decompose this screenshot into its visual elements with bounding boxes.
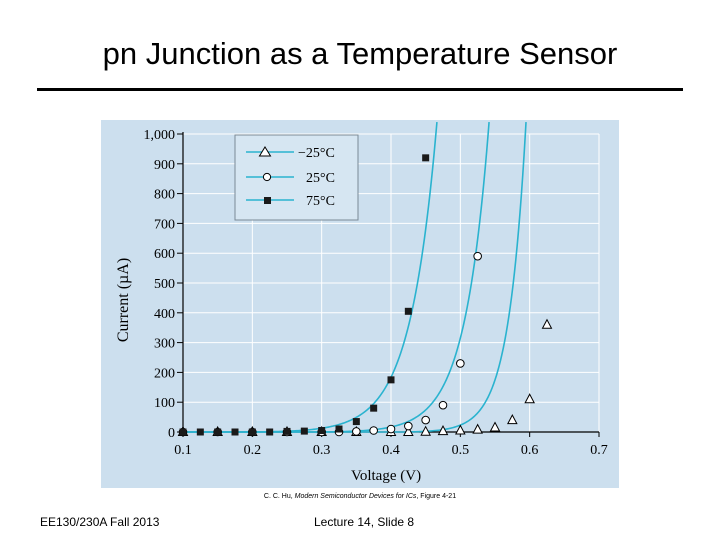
marker-layer bbox=[177, 154, 553, 437]
data-point-triangle bbox=[507, 414, 518, 425]
legend-circle-icon bbox=[262, 172, 272, 182]
data-point-square bbox=[283, 427, 291, 435]
data-point-square bbox=[335, 425, 343, 433]
data-point-triangle bbox=[403, 425, 414, 436]
data-point-square bbox=[422, 154, 430, 162]
legend-entry-minus25: −25°C bbox=[246, 146, 335, 161]
slide-number-footer: Lecture 14, Slide 8 bbox=[314, 515, 415, 529]
data-point-triangle bbox=[420, 425, 431, 436]
x-axis-label: Voltage (V) bbox=[351, 468, 421, 484]
data-point-square bbox=[352, 418, 360, 426]
legend: −25°C 25°C 75°C bbox=[234, 134, 359, 221]
data-point-triangle bbox=[472, 423, 483, 434]
y-tick-label: 700 bbox=[154, 217, 175, 232]
x-tick-label: 0.7 bbox=[590, 443, 608, 458]
credit-figure: , Figure 4-21 bbox=[416, 493, 457, 500]
y-axis-label: Current (µA) bbox=[115, 258, 132, 342]
course-footer: EE130/230A Fall 2013 bbox=[40, 515, 160, 529]
y-tick-label: 100 bbox=[154, 396, 175, 411]
x-tick-label: 0.6 bbox=[521, 443, 539, 458]
data-point-square bbox=[300, 427, 308, 435]
x-tick-label: 0.4 bbox=[382, 443, 400, 458]
y-tick-label: 500 bbox=[154, 277, 175, 292]
x-tick-label: 0.2 bbox=[244, 443, 261, 458]
data-point-square bbox=[196, 428, 204, 436]
data-point-circle bbox=[352, 427, 361, 436]
data-point-square bbox=[231, 428, 239, 436]
data-point-square bbox=[370, 404, 378, 412]
figure-panel: 0 100 200 300 400 500 600 700 800 900 1,000 0.1 0.2 0… bbox=[101, 120, 619, 488]
series-curve-2 bbox=[183, 122, 438, 433]
data-point-square bbox=[214, 428, 222, 436]
legend-label: −25°C bbox=[298, 146, 335, 161]
credit-author: C. C. Hu, bbox=[263, 493, 295, 500]
y-tick-label: 300 bbox=[154, 337, 175, 352]
data-point-triangle bbox=[524, 393, 535, 404]
x-tick-label: 0.1 bbox=[174, 443, 192, 458]
slide-title: pn Junction as a Temperature Sensor bbox=[102, 36, 618, 71]
x-tick-label: 0.5 bbox=[452, 443, 470, 458]
tick-label-layer: 0 100 200 300 400 500 600 700 800 900 1,000 0.1 0.2 0… bbox=[144, 128, 608, 458]
y-tick-label: 0 bbox=[168, 426, 175, 441]
y-tick-label: 600 bbox=[154, 247, 175, 262]
legend-triangle-icon bbox=[258, 146, 272, 157]
y-tick-label: 1,000 bbox=[144, 128, 176, 143]
y-tick-label: 400 bbox=[154, 307, 175, 322]
data-point-square bbox=[404, 307, 412, 315]
legend-label: 75°C bbox=[306, 194, 335, 209]
data-point-circle bbox=[421, 415, 430, 425]
data-point-circle bbox=[404, 421, 413, 431]
legend-entry-25: 25°C bbox=[246, 171, 335, 186]
data-point-circle bbox=[386, 424, 396, 434]
iv-chart: 0 100 200 300 400 500 600 700 800 900 1,000 0.1 0.2 0… bbox=[115, 122, 608, 484]
data-point-circle bbox=[438, 400, 448, 410]
data-point-triangle bbox=[455, 424, 466, 435]
data-point-triangle bbox=[437, 425, 449, 436]
data-point-square bbox=[318, 427, 326, 435]
legend-entry-75: 75°C bbox=[246, 194, 335, 209]
data-point-square bbox=[266, 428, 274, 436]
credit-book: Modern Semiconductor Devices for ICs bbox=[294, 493, 417, 500]
y-tick-label: 800 bbox=[154, 188, 175, 203]
data-point-circle bbox=[473, 251, 482, 261]
data-point-circle bbox=[369, 426, 378, 435]
data-point-square bbox=[387, 376, 395, 384]
legend-label: 25°C bbox=[306, 171, 335, 186]
data-point-circle bbox=[456, 359, 465, 368]
data-point-square bbox=[179, 428, 187, 436]
figure-credit: C. C. Hu, Modern Semiconductor Devices f… bbox=[0, 493, 720, 500]
data-point-triangle bbox=[489, 421, 501, 432]
title-divider bbox=[37, 88, 683, 91]
legend-square-icon bbox=[264, 197, 271, 204]
data-point-square bbox=[248, 428, 256, 436]
data-point-triangle bbox=[541, 318, 553, 329]
x-tick-label: 0.3 bbox=[313, 443, 331, 458]
y-tick-label: 200 bbox=[154, 366, 175, 381]
y-tick-label: 900 bbox=[154, 158, 175, 173]
